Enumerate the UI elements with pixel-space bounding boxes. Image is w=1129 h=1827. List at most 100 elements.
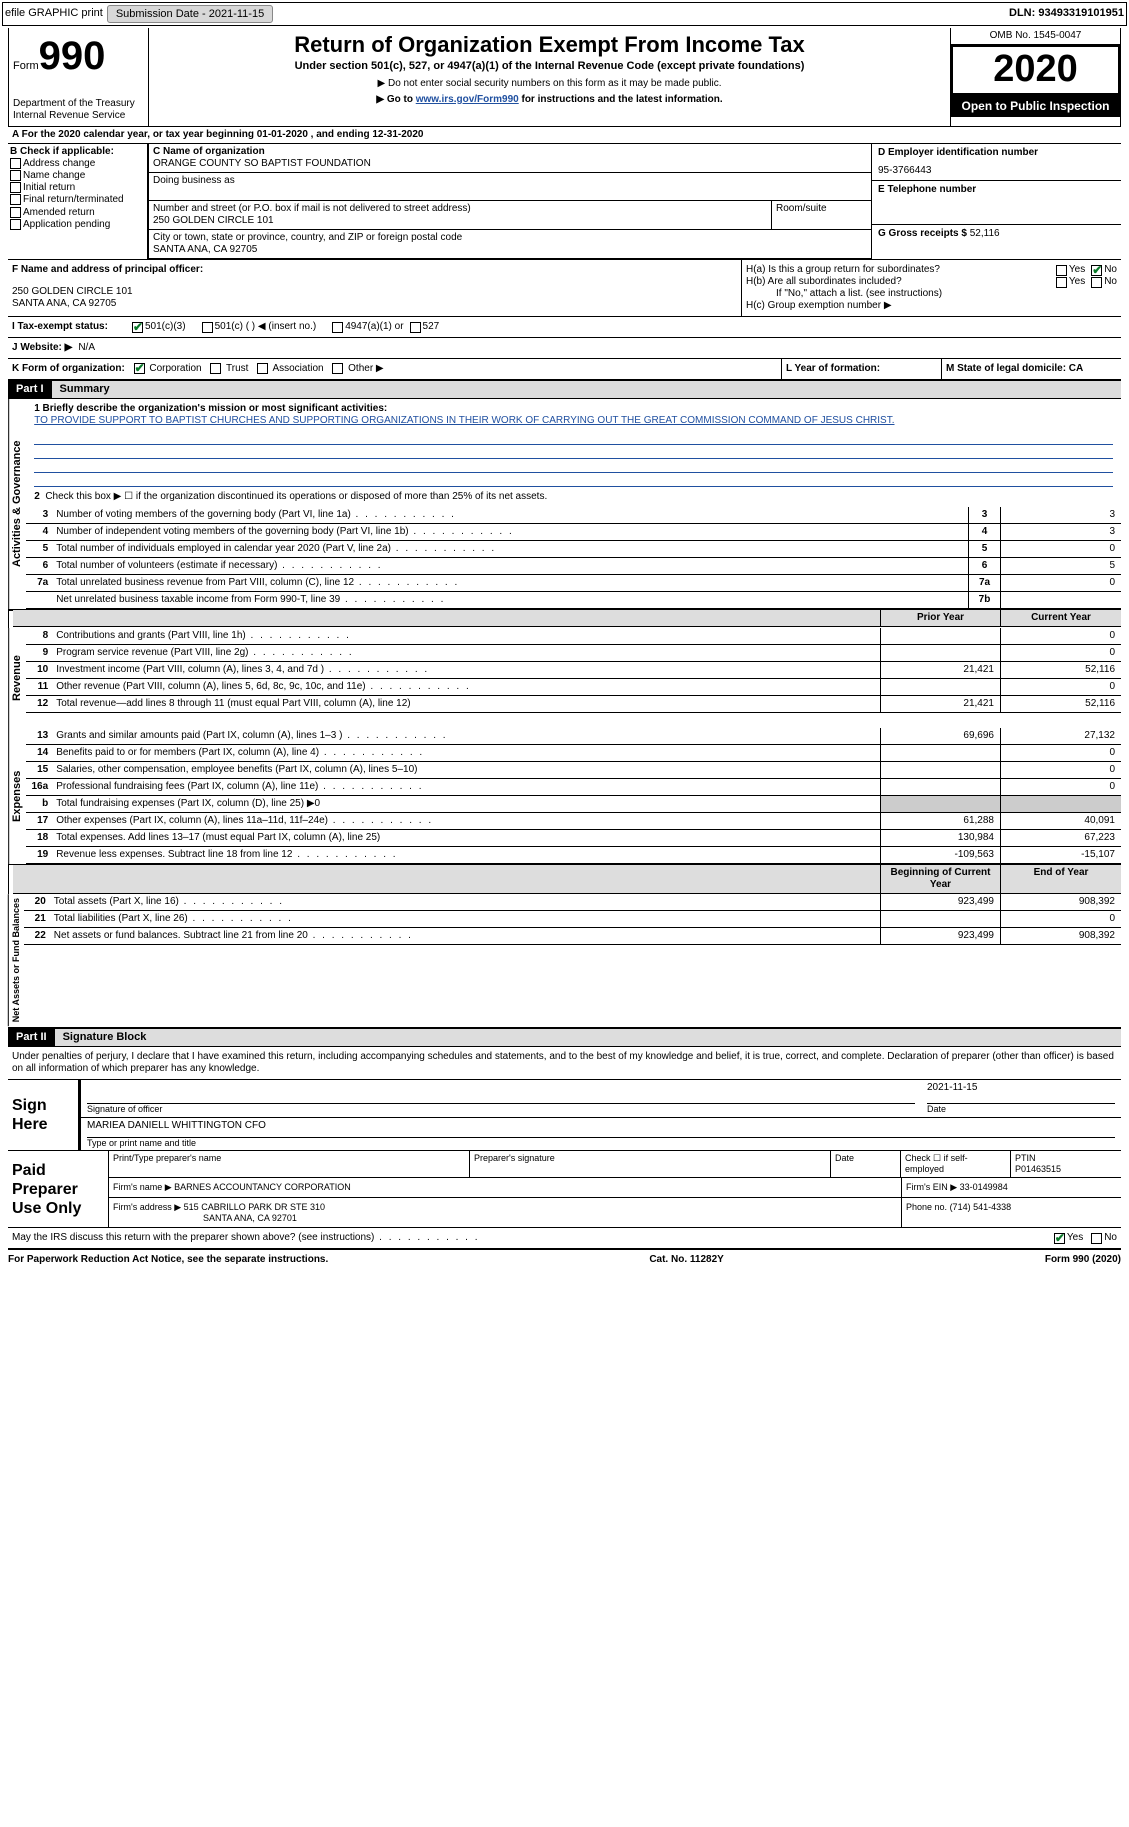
prep-sig-label: Preparer's signature — [470, 1151, 831, 1177]
k-other[interactable] — [332, 363, 343, 374]
row-text: Total number of individuals employed in … — [52, 541, 969, 558]
form-number: 990 — [39, 34, 106, 78]
cb-label: Name change — [23, 170, 85, 181]
section-h: H(a) Is this a group return for subordin… — [741, 260, 1121, 316]
right-column: D Employer identification number 95-3766… — [871, 144, 1121, 259]
efile-label: efile GRAPHIC print — [5, 7, 103, 20]
i-501c[interactable] — [202, 322, 213, 333]
phone-value: (714) 541-4338 — [950, 1202, 1012, 1212]
cb-label: Address change — [23, 158, 95, 169]
ha-yes[interactable] — [1056, 265, 1067, 276]
row-num: 22 — [24, 928, 50, 945]
row-num: 20 — [24, 894, 50, 911]
row-val: 0 — [1001, 541, 1121, 558]
cb-label: Application pending — [23, 219, 110, 230]
k-opt: Association — [272, 363, 323, 374]
officer-addr1: 250 GOLDEN CIRCLE 101 — [12, 286, 737, 298]
row-box: 7a — [969, 575, 1001, 592]
row-prior: 21,421 — [881, 696, 1001, 713]
k-trust[interactable] — [210, 363, 221, 374]
cb-address-change[interactable]: Address change — [10, 158, 145, 170]
row-num: 9 — [26, 645, 52, 662]
row-text: Total expenses. Add lines 13–17 (must eq… — [52, 830, 881, 847]
k-opt: Corporation — [149, 363, 201, 374]
topbar: efile GRAPHIC print Submission Date - 20… — [2, 2, 1127, 26]
section-b-label: B Check if applicable: — [10, 146, 145, 158]
row-18: 18Total expenses. Add lines 13–17 (must … — [26, 830, 1121, 847]
part-1-header: Part I Summary — [8, 380, 1121, 399]
instructions-link[interactable]: www.irs.gov/Form990 — [416, 94, 519, 105]
row-current: 0 — [1001, 745, 1121, 762]
cb-amended-return[interactable]: Amended return — [10, 207, 145, 219]
row-3: 3Number of voting members of the governi… — [26, 507, 1121, 524]
submission-date-button[interactable]: Submission Date - 2021-11-15 — [107, 5, 273, 23]
hb-no[interactable] — [1091, 277, 1102, 288]
form-word: Form — [13, 60, 39, 72]
cb-name-change[interactable]: Name change — [10, 170, 145, 182]
i-527[interactable] — [410, 322, 421, 333]
row-current: 27,132 — [1001, 728, 1121, 745]
i-4947[interactable] — [332, 322, 343, 333]
row-current: 40,091 — [1001, 813, 1121, 830]
hb-yes[interactable] — [1056, 277, 1067, 288]
mission-text[interactable]: TO PROVIDE SUPPORT TO BAPTIST CHURCHES A… — [34, 415, 894, 426]
discuss-no[interactable] — [1091, 1233, 1102, 1244]
cb-initial-return[interactable]: Initial return — [10, 182, 145, 194]
row-current: 67,223 — [1001, 830, 1121, 847]
dba-label: Doing business as — [153, 175, 867, 187]
row-current: 0 — [1001, 679, 1121, 696]
row-text: Other revenue (Part VIII, column (A), li… — [52, 679, 881, 696]
part-2-title: Signature Block — [55, 1029, 155, 1046]
row-num: 5 — [26, 541, 52, 558]
i-opt: 4947(a)(1) or — [345, 321, 403, 333]
row-box: 7b — [969, 592, 1001, 609]
row-14: 14Benefits paid to or for members (Part … — [26, 745, 1121, 762]
section-l: L Year of formation: — [781, 359, 941, 379]
i-501c3[interactable] — [132, 322, 143, 333]
sig-date-value: 2021-11-15 — [927, 1082, 1115, 1104]
row-num: 19 — [26, 847, 52, 864]
yes-label: Yes — [1069, 264, 1085, 276]
addr-label: Number and street (or P.O. box if mail i… — [153, 203, 767, 215]
cb-final-return[interactable]: Final return/terminated — [10, 194, 145, 206]
footer-right: Form 990 (2020) — [1045, 1254, 1121, 1266]
row-prior: 61,288 — [881, 813, 1001, 830]
row-box: 5 — [969, 541, 1001, 558]
row-text: Net assets or fund balances. Subtract li… — [50, 928, 881, 945]
note-2: ▶ Go to www.irs.gov/Form990 for instruct… — [157, 94, 942, 106]
cb-app-pending[interactable]: Application pending — [10, 219, 145, 231]
cb-label: Amended return — [23, 207, 95, 218]
discuss-yes[interactable] — [1054, 1233, 1065, 1244]
h-a-label: H(a) Is this a group return for subordin… — [746, 264, 1056, 276]
header-left: Form990 Department of the Treasury Inter… — [9, 28, 149, 126]
ein-value: 95-3766443 — [878, 165, 1115, 177]
city: SANTA ANA, CA 92705 — [153, 244, 867, 256]
room-label: Room/suite — [776, 203, 867, 215]
row-16b: bTotal fundraising expenses (Part IX, co… — [26, 796, 1121, 813]
firm-name-label: Firm's name ▶ — [113, 1182, 172, 1192]
blank-line — [34, 445, 1113, 459]
row-text: Revenue less expenses. Subtract line 18 … — [52, 847, 881, 864]
ha-no[interactable] — [1091, 265, 1102, 276]
signature-line[interactable] — [87, 1082, 915, 1104]
addr: 250 GOLDEN CIRCLE 101 — [153, 215, 767, 227]
k-assoc[interactable] — [257, 363, 268, 374]
vlabel-spacer — [8, 610, 13, 628]
firm-addr2: SANTA ANA, CA 92701 — [203, 1213, 297, 1223]
row-val — [1001, 592, 1121, 609]
dept-label: Department of the Treasury Internal Reve… — [13, 98, 144, 122]
yes-label: Yes — [1067, 1232, 1083, 1244]
vlabel-expenses: Expenses — [8, 728, 26, 864]
line-a: A For the 2020 calendar year, or tax yea… — [8, 127, 1121, 144]
k-corp[interactable] — [134, 363, 145, 374]
prep-date-label: Date — [831, 1151, 901, 1177]
ptin-value: P01463515 — [1015, 1164, 1117, 1175]
row-prior — [881, 796, 1001, 813]
i-opt: 501(c) ( ) ◀ (insert no.) — [215, 321, 317, 333]
row-text: Total number of volunteers (estimate if … — [52, 558, 969, 575]
blank-line — [34, 473, 1113, 487]
cb-label: Initial return — [23, 182, 75, 193]
header-row-years: Prior Year Current Year — [13, 610, 1121, 627]
row-num: 16a — [26, 779, 52, 796]
org-name: ORANGE COUNTY SO BAPTIST FOUNDATION — [153, 158, 867, 170]
